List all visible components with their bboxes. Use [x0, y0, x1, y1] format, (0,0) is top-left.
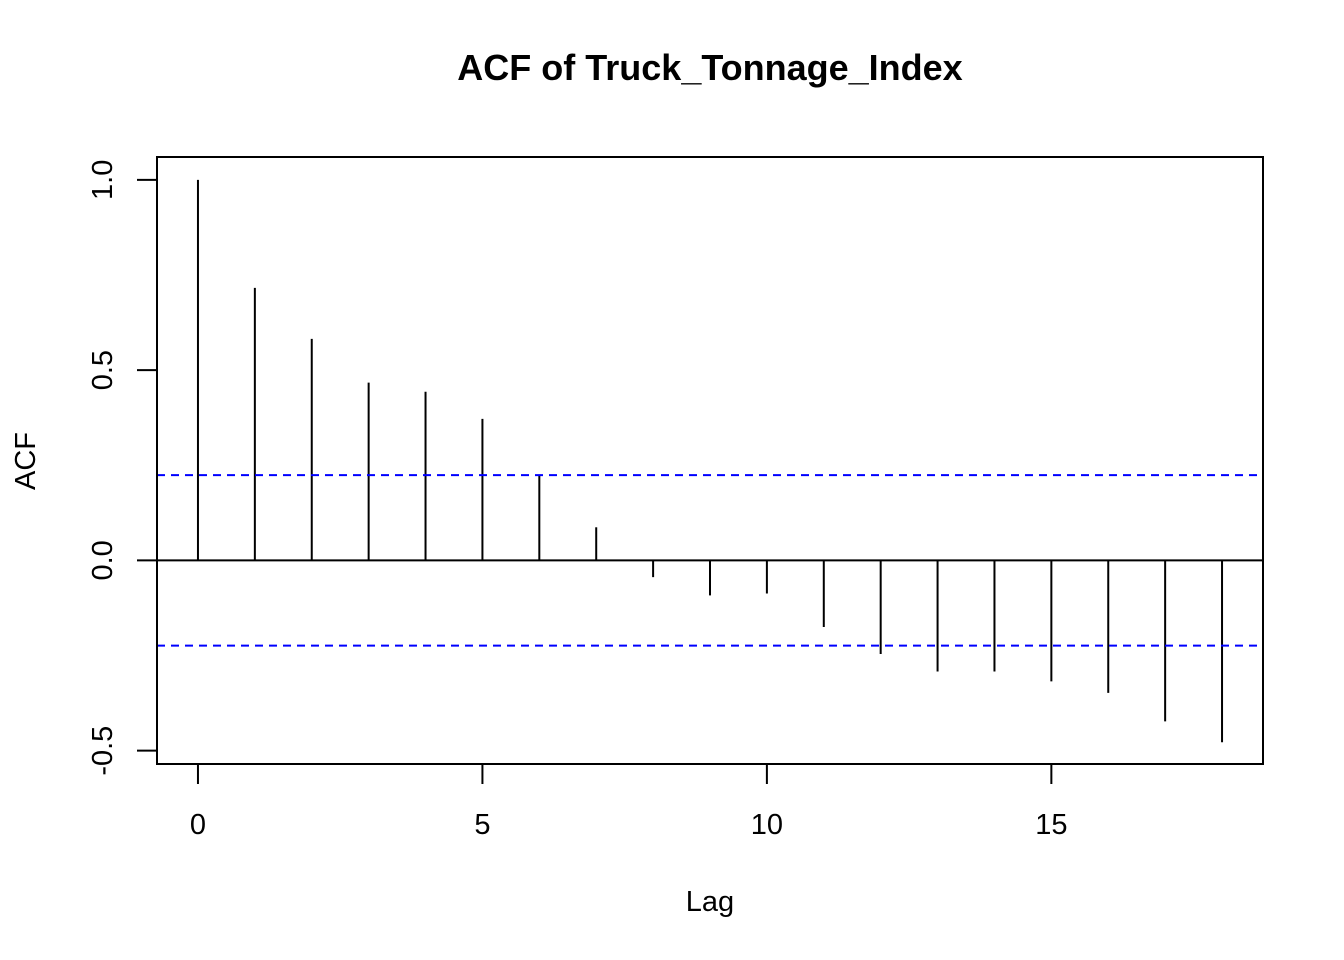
acf-bars [196, 179, 1224, 743]
chart-title: ACF of Truck_Tonnage_Index [457, 47, 962, 88]
x-tick-label-10: 10 [751, 809, 783, 841]
plot-frame [156, 156, 1264, 765]
y-tick-label-1: 0.0 [87, 540, 119, 580]
y-axis: -0.5 0.0 0.5 1.0 [87, 160, 158, 776]
x-tick-label-15: 15 [1035, 809, 1067, 841]
x-axis-label: Lag [686, 886, 734, 918]
y-tick-label-0: -0.5 [87, 726, 119, 776]
confidence-bounds [157, 474, 1263, 647]
y-tick-label-3: 1.0 [87, 160, 119, 200]
y-axis-label: ACF [10, 432, 42, 490]
x-axis: 0 5 10 15 [190, 763, 1067, 841]
x-tick-label-5: 5 [474, 809, 490, 841]
y-tick-label-2: 0.5 [87, 350, 119, 390]
x-tick-label-0: 0 [190, 809, 206, 841]
